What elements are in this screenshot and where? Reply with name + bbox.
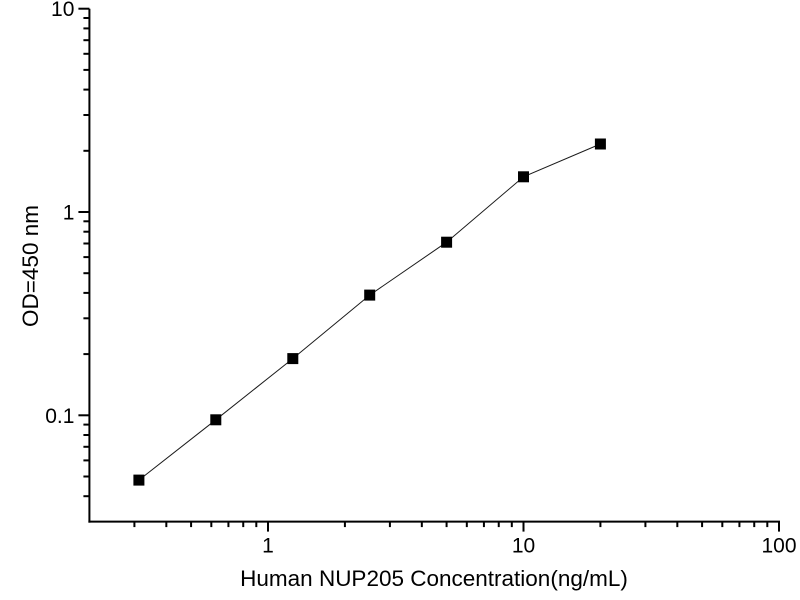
- tick-labels-layer: 0.1 1 10 1 10 100: [45, 0, 796, 558]
- axes-layer: [88, 8, 780, 523]
- y-axis-title: OD=450 nm: [18, 205, 43, 327]
- y-tick-label: 0.1: [45, 405, 74, 428]
- data-point-marker: [133, 474, 145, 486]
- data-point-marker: [364, 289, 376, 301]
- x-axis-title: Human NUP205 Concentration(ng/mL): [240, 566, 628, 591]
- data-point-marker: [210, 414, 222, 426]
- series-line: [138, 143, 601, 481]
- data-point-marker: [518, 171, 529, 183]
- data-point-marker: [287, 353, 299, 365]
- data-point-marker: [594, 138, 606, 150]
- ticks-layer: [78, 7, 780, 532]
- x-tick-label: 1: [262, 535, 274, 558]
- x-tick-label: 100: [761, 535, 796, 558]
- x-tick-label: 10: [512, 535, 535, 558]
- y-tick-label: 1: [63, 202, 75, 225]
- data-point-marker: [441, 236, 453, 248]
- y-tick-label: 10: [51, 0, 74, 21]
- series-layer: [133, 138, 606, 486]
